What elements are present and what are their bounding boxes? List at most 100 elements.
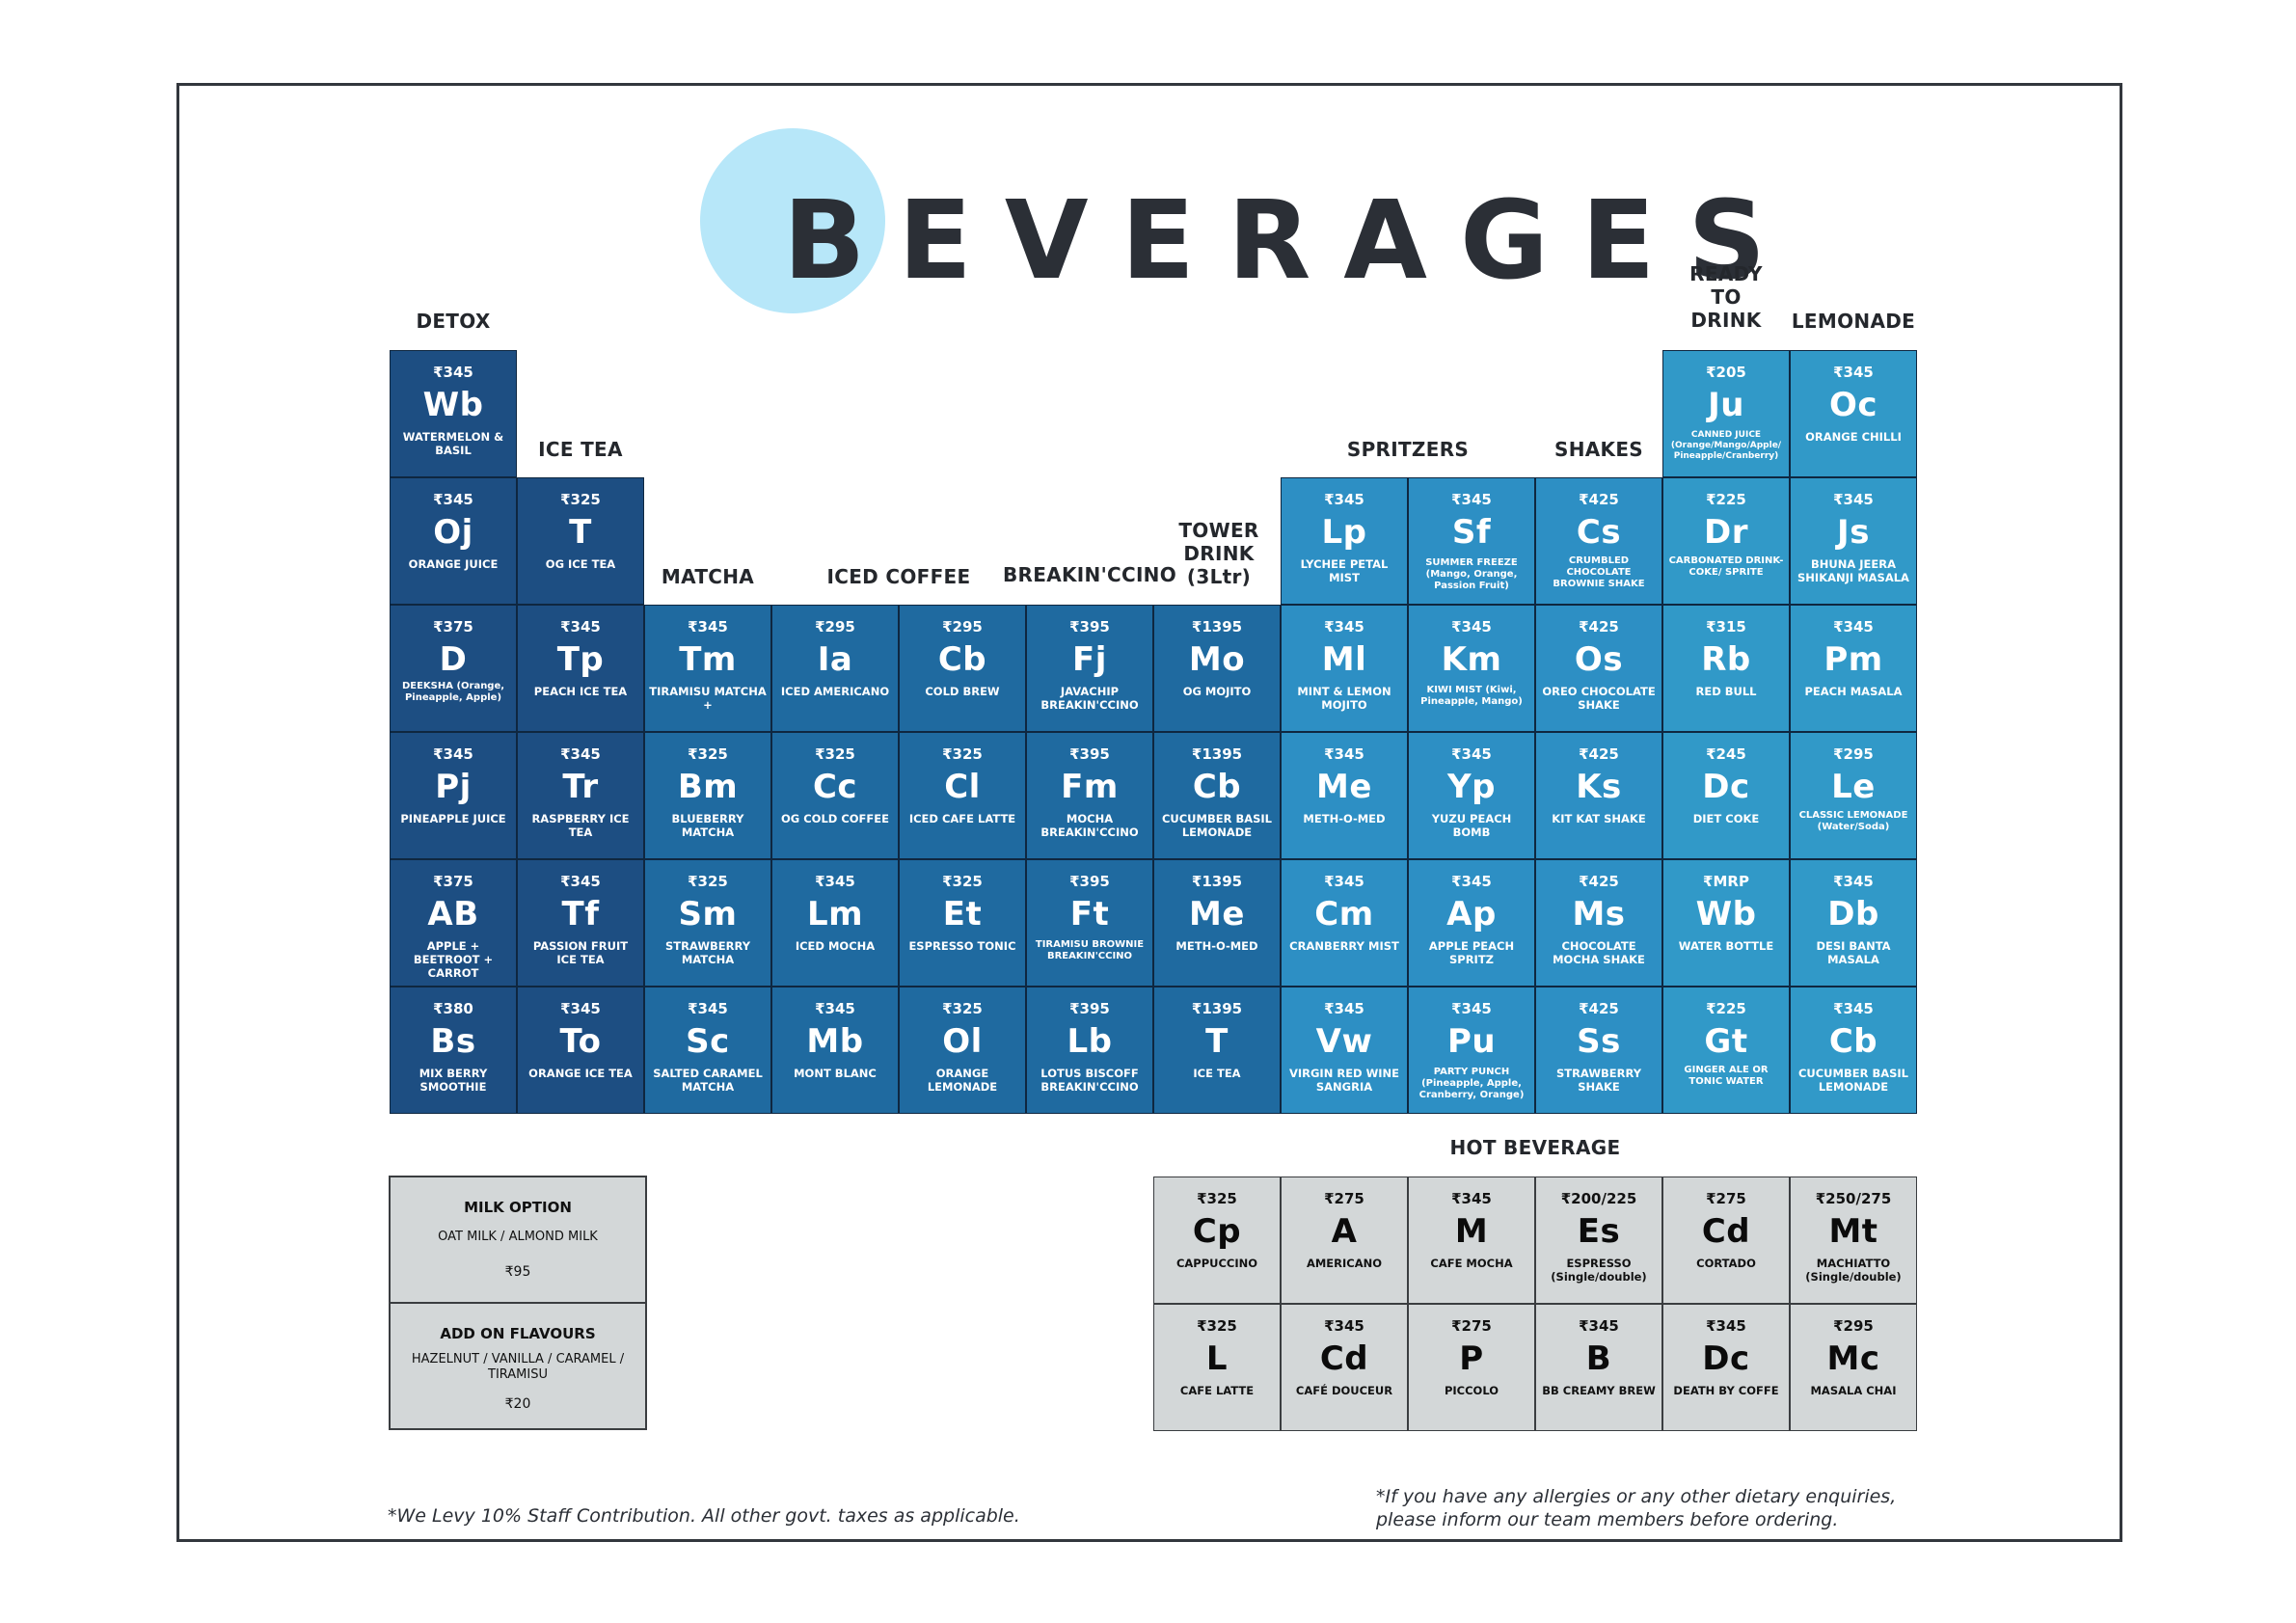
beverage-cell-cc: ₹325 Cc OG COLD COFFEE [771,732,899,859]
title-accent-circle [700,128,885,313]
cell-symbol: Pm [1823,640,1883,679]
cell-price: ₹345 [1451,1190,1492,1207]
cell-symbol: Cb [1828,1022,1878,1061]
cell-name: ESPRESSO TONIC [908,939,1016,953]
cell-name: AMERICANO [1306,1257,1383,1270]
cell-symbol: Js [1837,513,1870,552]
cell-price: ₹315 [1706,618,1746,636]
cell-price: ₹345 [433,745,473,763]
cell-price: ₹375 [433,873,473,890]
beverage-cell-yp: ₹345 Yp YUZU PEACH BOMB [1408,732,1535,859]
cell-name: DIET COKE [1692,812,1760,825]
cell-price: ₹425 [1579,745,1619,763]
cell-symbol: Wb [1695,895,1757,933]
beverage-cell-ab: ₹375 AB APPLE + BEETROOT + CARROT [390,859,517,987]
cell-price: ₹345 [1833,618,1874,636]
page-title: BEVERAGES [783,178,1799,304]
cell-symbol: Sc [686,1022,730,1061]
beverage-cell-pu: ₹345 Pu PARTY PUNCH (Pineapple, Apple, Cra… [1408,987,1535,1114]
beverage-cell-ft: ₹395 Ft TIRAMISU BROWNIE BREAKIN'CCINO [1026,859,1153,987]
cell-name: ICE TEA [1193,1067,1241,1080]
cell-name: PEACH MASALA [1804,685,1903,698]
hot-cell-cp: ₹325 Cp CAPPUCCINO [1153,1177,1281,1304]
cell-symbol: Cl [944,768,981,806]
cell-price: ₹295 [815,618,855,636]
category-detox: DETOX [416,310,491,333]
category-ice-tea: ICE TEA [538,438,623,461]
cell-symbol: Lb [1067,1022,1113,1061]
category-tower-drink: TOWER DRINK (3Ltr) [1178,519,1259,588]
cell-symbol: A [1331,1212,1358,1251]
milk-option-price: ₹95 [504,1264,531,1280]
cell-name: MONT BLANC [794,1067,877,1080]
cell-name: MINT & LEMON MOJITO [1297,685,1391,712]
cell-symbol: To [559,1022,602,1061]
cell-symbol: Ml [1321,640,1367,679]
beverage-cell-wb: ₹345 Wb WATERMELON & BASIL [390,350,517,477]
cell-name: CHOCOLATE MOCHA SHAKE [1553,939,1645,966]
cell-name: YUZU PEACH BOMB [1431,812,1512,839]
cell-symbol: Mo [1188,640,1246,679]
beverage-cell-cm: ₹345 Cm CRANBERRY MIST [1281,859,1408,987]
cell-name: APPLE PEACH SPRITZ [1428,939,1515,966]
cell-price: ₹345 [1324,745,1364,763]
cell-price: ₹225 [1706,1000,1746,1017]
cell-name: ICED CAFE LATTE [908,812,1016,825]
hot-cell-cd-douceur: ₹345 Cd CAFÉ DOUCEUR [1281,1304,1408,1431]
beverage-cell-os: ₹425 Os OREO CHOCOLATE SHAKE [1535,605,1662,732]
cell-name: ESPRESSO (Single/double) [1551,1257,1647,1284]
cell-name: CORTADO [1696,1257,1756,1270]
beverage-cell-ol: ₹325 Ol ORANGE LEMONADE [899,987,1026,1114]
beverage-cell-oj: ₹345 Oj ORANGE JUICE [390,477,517,605]
cell-symbol: L [1205,1339,1229,1378]
beverage-cell-gt: ₹225 Gt GINGER ALE OR TONIC WATER [1662,987,1790,1114]
cell-symbol: Cc [812,768,858,806]
cell-price: ₹380 [433,1000,473,1017]
milk-option-box: MILK OPTION OAT MILK / ALMOND MILK ₹95 [389,1176,647,1304]
cell-price: ₹345 [1833,1000,1874,1017]
beverage-cell-me-tower: ₹1395 Me METH-O-MED [1153,859,1281,987]
beverage-cell-mo: ₹1395 Mo OG MOJITO [1153,605,1281,732]
cell-name: CANNED JUICE (Orange/Mango/Apple/ Pineap… [1670,430,1782,461]
cell-name: JAVACHIP BREAKIN'CCINO [1040,685,1139,712]
cell-name: METH-O-MED [1175,939,1258,953]
add-on-flavours-box: ADD ON FLAVOURS HAZELNUT / VANILLA / CAR… [389,1302,647,1430]
cell-name: KIT KAT SHAKE [1552,812,1646,825]
beverage-cell-bs: ₹380 Bs MIX BERRY SMOOTHIE [390,987,517,1114]
cell-name: CRUMBLED CHOCOLATE BROWNIE SHAKE [1553,555,1645,589]
cell-name: BLUEBERRY MATCHA [671,812,744,839]
cell-symbol: Oj [433,513,473,552]
cell-price: ₹345 [1324,491,1364,508]
beverage-cell-t: ₹325 T OG ICE TEA [517,477,644,605]
cell-price: ₹345 [1451,618,1492,636]
cell-name: PICCOLO [1444,1384,1499,1397]
cell-symbol: Lp [1321,513,1367,552]
cell-name: CARBONATED DRINK- COKE/ SPRITE [1668,555,1784,578]
cell-symbol: Ft [1069,895,1110,933]
cell-price: ₹345 [1451,873,1492,890]
beverage-cell-bm: ₹325 Bm BLUEBERRY MATCHA [644,732,771,859]
cell-price: ₹345 [560,1000,601,1017]
cell-symbol: Me [1189,895,1245,933]
hot-cell-m: ₹345 M CAFE MOCHA [1408,1177,1535,1304]
add-on-price: ₹20 [504,1396,531,1412]
cell-name: SALTED CARAMEL MATCHA [653,1067,763,1094]
cell-price: ₹275 [1324,1190,1364,1207]
cell-price: ₹325 [942,745,983,763]
cell-symbol: Dr [1704,513,1748,552]
cell-name: CAFE LATTE [1179,1384,1255,1397]
cell-price: ₹250/275 [1815,1190,1892,1207]
cell-name: ORANGE JUICE [408,557,499,571]
cell-name: DEEKSHA (Orange, Pineapple, Apple) [401,681,505,703]
beverage-cell-ss: ₹425 Ss STRAWBERRY SHAKE [1535,987,1662,1114]
cell-symbol: Rb [1701,640,1751,679]
cell-symbol: Bm [677,768,739,806]
beverage-cell-to: ₹345 To ORANGE ICE TEA [517,987,644,1114]
cell-name: APPLE + BEETROOT + CARROT [413,939,494,980]
beverage-cell-rb: ₹315 Rb RED BULL [1662,605,1790,732]
hot-cell-dc: ₹345 Dc DEATH BY COFFE [1662,1304,1790,1431]
cell-name: CAFE MOCHA [1430,1257,1513,1270]
cell-price: ₹275 [1451,1317,1492,1335]
cell-price: ₹375 [433,618,473,636]
beverage-cell-fm: ₹395 Fm MOCHA BREAKIN'CCINO [1026,732,1153,859]
